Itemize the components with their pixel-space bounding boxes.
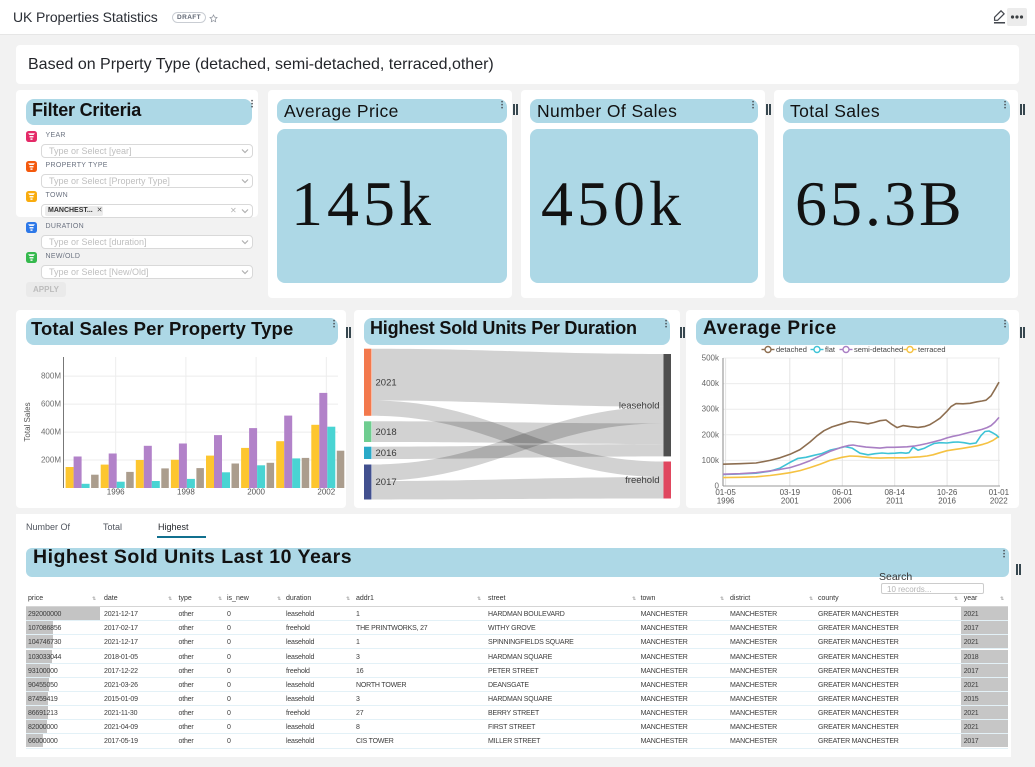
- svg-text:1996: 1996: [107, 488, 125, 497]
- svg-text:2001: 2001: [781, 497, 799, 506]
- svg-text:06-01: 06-01: [832, 488, 853, 497]
- svg-text:1996: 1996: [717, 497, 735, 506]
- svg-text:2006: 2006: [833, 497, 851, 506]
- svg-text:600M: 600M: [41, 400, 61, 409]
- svg-text:terraced: terraced: [918, 345, 946, 354]
- svg-text:300k: 300k: [702, 405, 720, 414]
- svg-text:freehold: freehold: [625, 475, 659, 486]
- svg-text:03-19: 03-19: [780, 488, 801, 497]
- svg-text:Total Sales: Total Sales: [23, 402, 32, 441]
- svg-text:01-01: 01-01: [989, 488, 1010, 497]
- svg-text:detached: detached: [776, 345, 807, 354]
- svg-text:1998: 1998: [177, 488, 195, 497]
- svg-text:2002: 2002: [317, 488, 335, 497]
- svg-text:2016: 2016: [376, 448, 397, 459]
- svg-text:2017: 2017: [376, 477, 397, 488]
- svg-text:500k: 500k: [702, 354, 720, 363]
- svg-text:2021: 2021: [376, 378, 397, 389]
- svg-text:2018: 2018: [376, 427, 397, 438]
- svg-text:2022: 2022: [990, 497, 1008, 506]
- svg-text:100k: 100k: [702, 456, 720, 465]
- svg-text:01-05: 01-05: [715, 488, 736, 497]
- svg-text:0: 0: [715, 482, 720, 491]
- svg-text:400k: 400k: [702, 379, 720, 388]
- svg-text:2011: 2011: [886, 497, 904, 506]
- svg-text:flat: flat: [825, 345, 836, 354]
- svg-text:semi-detached: semi-detached: [854, 345, 903, 354]
- svg-text:200M: 200M: [41, 456, 61, 465]
- svg-text:2016: 2016: [938, 497, 956, 506]
- svg-text:800M: 800M: [41, 372, 61, 381]
- svg-text:2000: 2000: [247, 488, 265, 497]
- svg-text:10-26: 10-26: [937, 488, 958, 497]
- svg-text:08-14: 08-14: [884, 488, 905, 497]
- svg-text:200k: 200k: [702, 430, 720, 439]
- svg-text:leasehold: leasehold: [619, 400, 660, 411]
- svg-text:400M: 400M: [41, 428, 61, 437]
